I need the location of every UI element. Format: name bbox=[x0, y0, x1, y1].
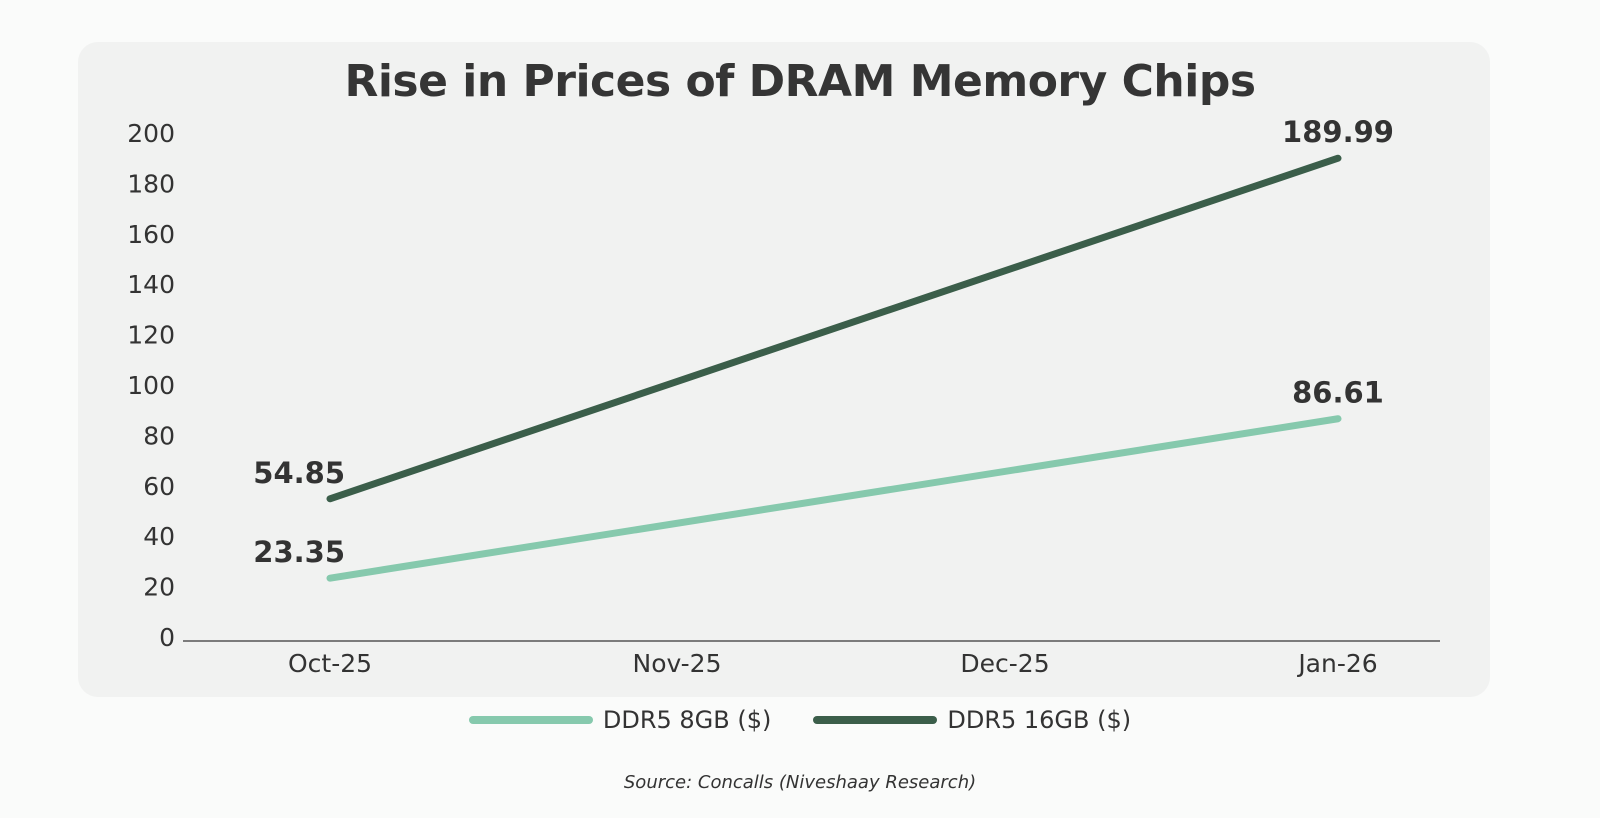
x-tick-label: Dec-25 bbox=[960, 649, 1049, 678]
legend-swatch bbox=[468, 716, 593, 724]
x-tick-label: Oct-25 bbox=[288, 649, 372, 678]
source-note: Source: Concalls (Niveshaay Research) bbox=[623, 772, 977, 793]
y-tick-label: 120 bbox=[127, 321, 175, 350]
x-tick-label: Nov-25 bbox=[633, 649, 722, 678]
legend-item-8gb: DDR5 8GB ($) bbox=[468, 706, 772, 734]
y-tick-label: 20 bbox=[143, 573, 175, 602]
y-tick-label: 0 bbox=[159, 623, 175, 652]
data-label: 23.35 bbox=[253, 535, 345, 569]
data-label: 54.85 bbox=[253, 456, 345, 490]
y-tick-label: 140 bbox=[127, 270, 175, 299]
legend: DDR5 8GB ($) DDR5 16GB ($) bbox=[0, 706, 1600, 734]
y-tick-label: 40 bbox=[143, 522, 175, 551]
x-tick-label: Jan-26 bbox=[1296, 649, 1377, 678]
legend-label: DDR5 8GB ($) bbox=[602, 706, 772, 734]
y-tick-label: 180 bbox=[127, 169, 175, 198]
series-line-16gb bbox=[326, 154, 1342, 503]
y-tick-label: 200 bbox=[127, 119, 175, 148]
y-tick-label: 160 bbox=[127, 220, 175, 249]
legend-swatch bbox=[813, 716, 938, 724]
data-label: 189.99 bbox=[1282, 115, 1394, 149]
chart-panel bbox=[78, 42, 1490, 697]
y-tick-label: 60 bbox=[143, 472, 175, 501]
series-line-8gb bbox=[326, 415, 1342, 582]
chart-title: Rise in Prices of DRAM Memory Chips bbox=[344, 56, 1256, 107]
data-label: 86.61 bbox=[1292, 376, 1384, 410]
y-tick-label: 100 bbox=[127, 371, 175, 400]
legend-item-16gb: DDR5 16GB ($) bbox=[813, 706, 1131, 734]
y-tick-label: 80 bbox=[143, 421, 175, 450]
legend-label: DDR5 16GB ($) bbox=[947, 706, 1132, 734]
